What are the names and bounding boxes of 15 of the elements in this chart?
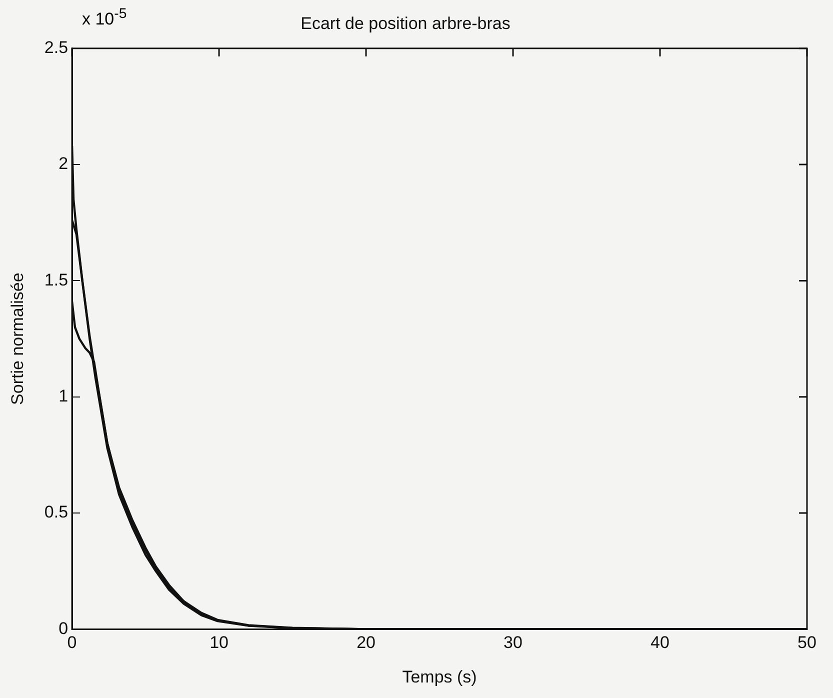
y-tick-label: 2 — [58, 154, 68, 174]
x-tick-label: 10 — [210, 633, 228, 652]
x-tick-label: 20 — [356, 633, 376, 652]
y-tick-label: 1 — [58, 386, 68, 406]
chart-title: Ecart de position arbre-bras — [300, 14, 510, 33]
y-tick-label: 0 — [58, 618, 68, 638]
y-tick-label: 0.5 — [44, 502, 68, 522]
x-tick-label: 50 — [798, 633, 816, 652]
x-axis-title: Temps (s) — [402, 667, 477, 686]
y-axis-title: Sortie normalisée — [8, 272, 27, 405]
x-tick-label: 30 — [504, 633, 522, 652]
y-tick-label: 2.5 — [44, 38, 68, 58]
text: x 10$^{-5}$ — [82, 6, 127, 30]
y-tick-label: 1.5 — [44, 270, 68, 290]
x-tick-label: 40 — [650, 633, 670, 652]
